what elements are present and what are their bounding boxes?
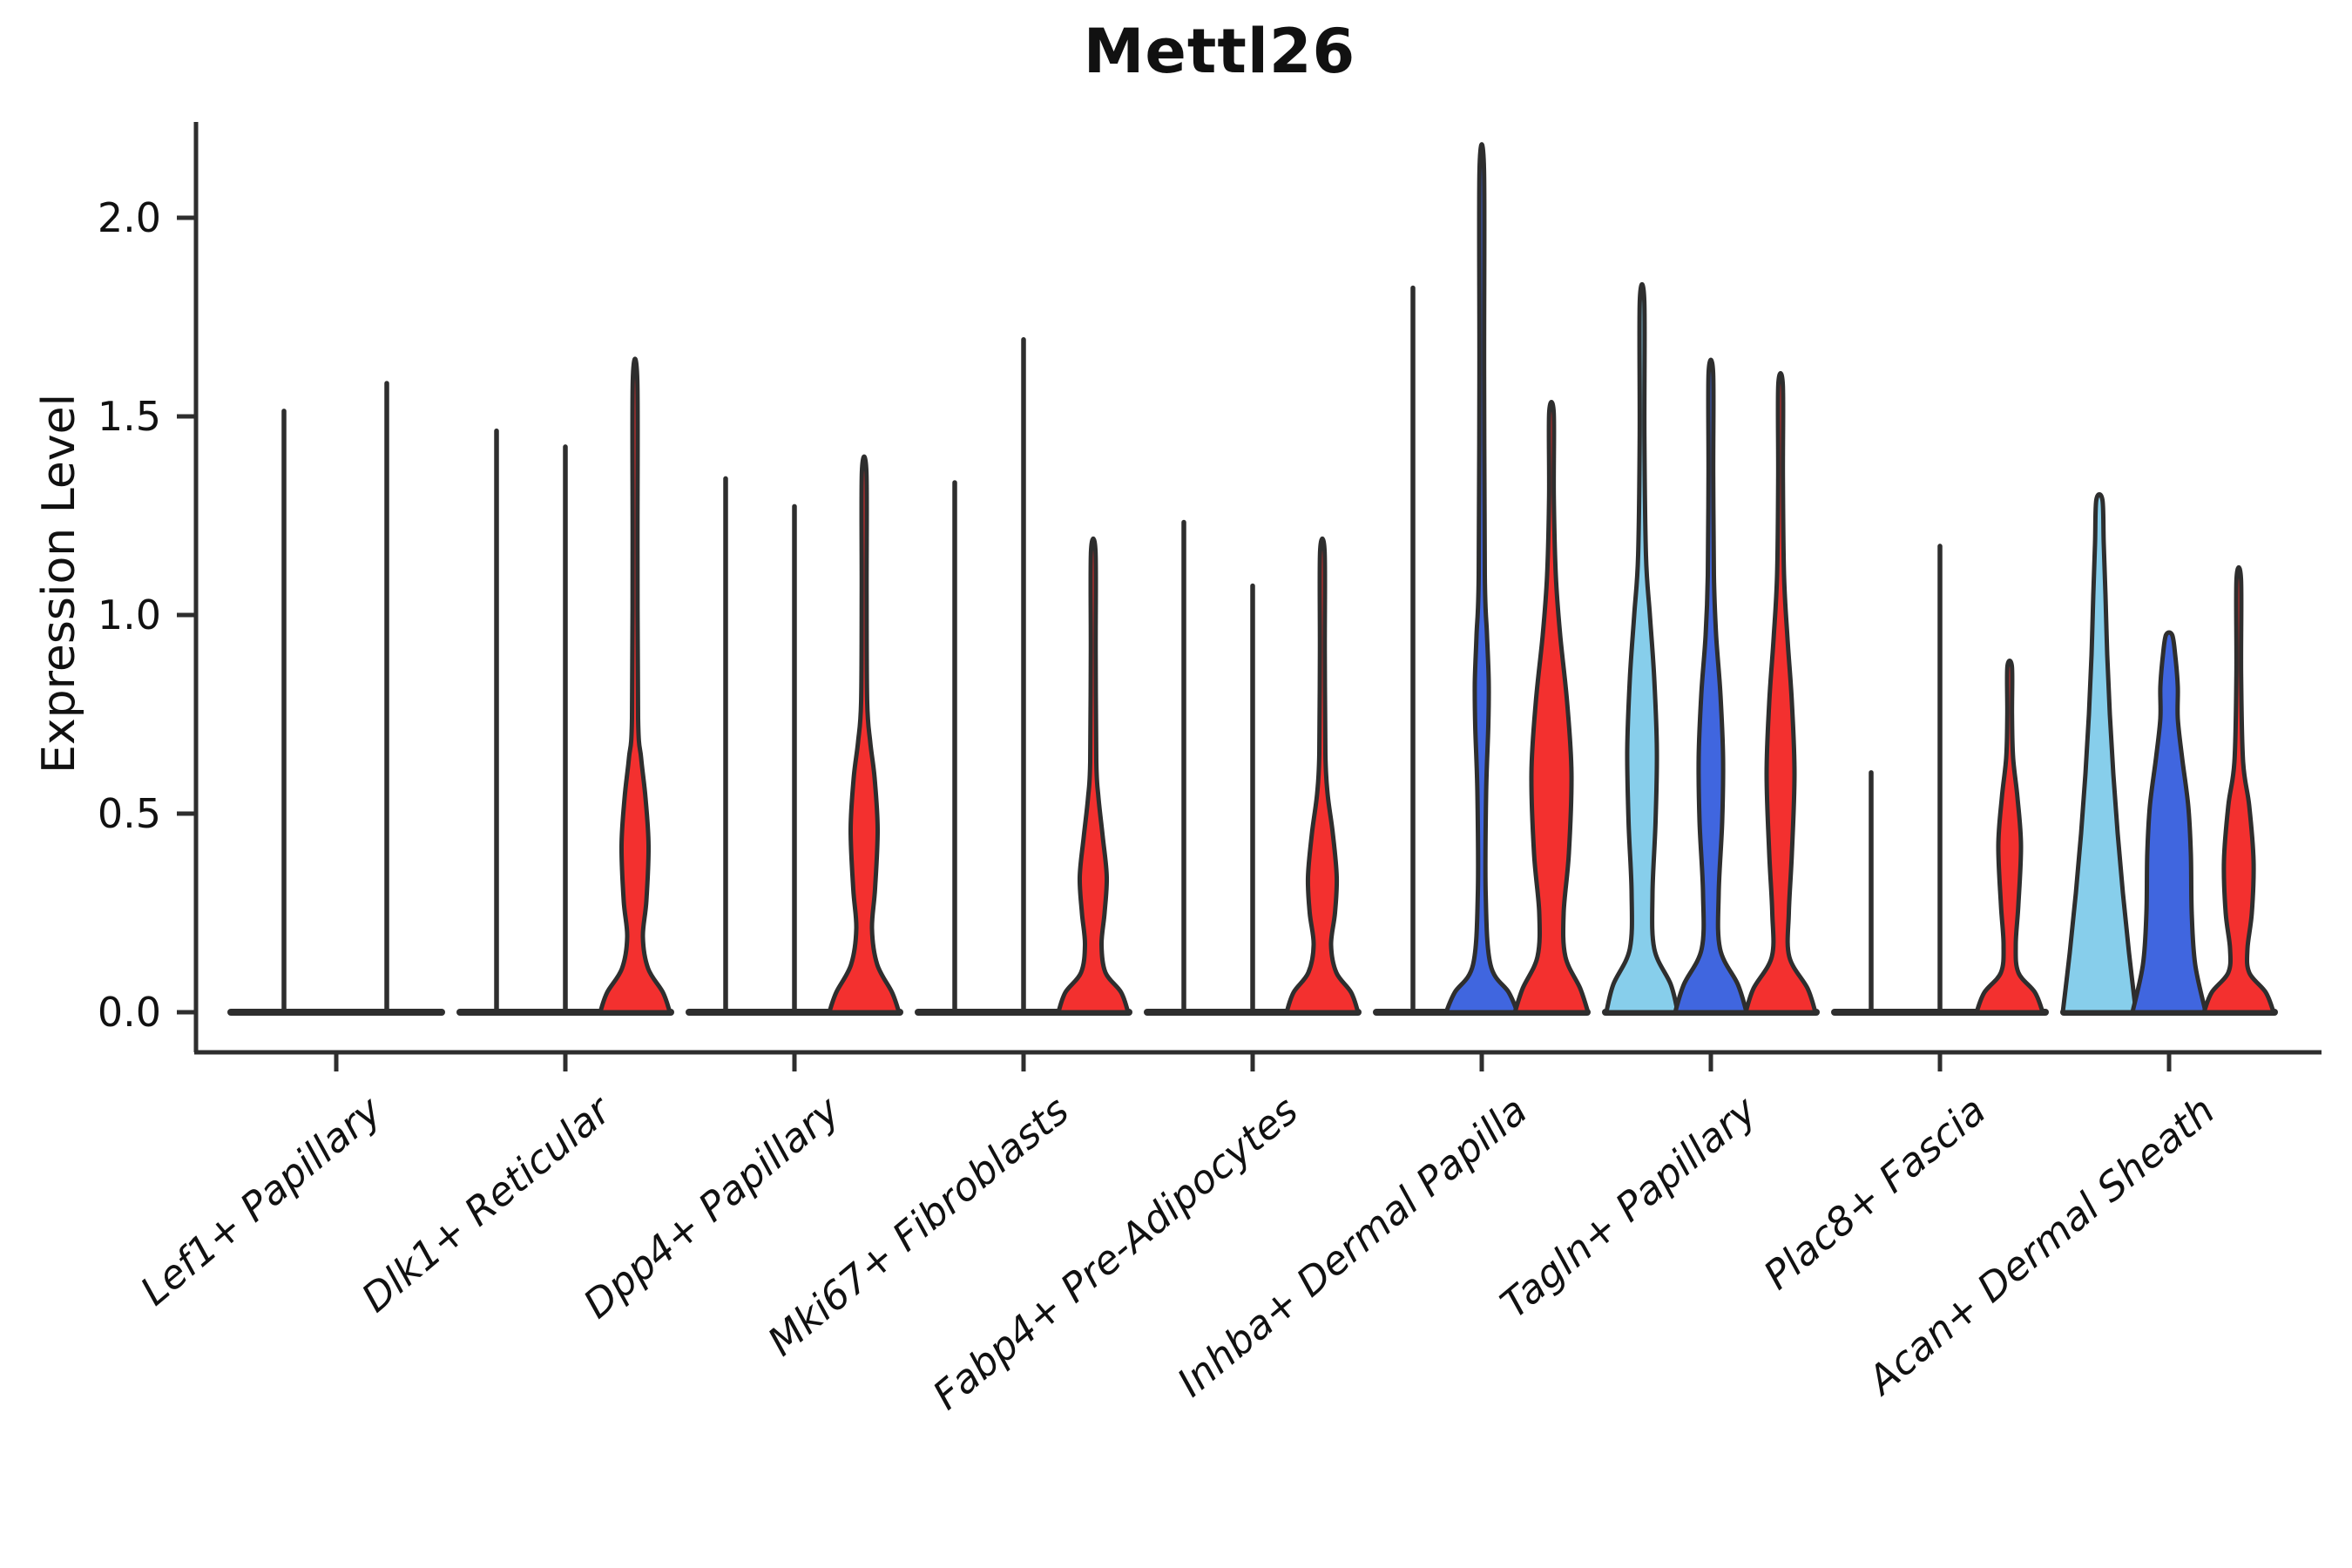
y-tick-label: 0.0 (98, 989, 161, 1036)
violin-red (1056, 536, 1131, 1015)
violin-red (1743, 370, 1818, 1015)
violin-royalblue (2130, 630, 2208, 1015)
y-tick-label: 2.0 (98, 194, 161, 241)
violin-red (1512, 399, 1591, 1015)
y-tick-label: 1.0 (98, 591, 161, 639)
violin-skyblue (2060, 492, 2139, 1015)
y-tick-label: 1.5 (98, 393, 161, 440)
violin-red (1284, 536, 1361, 1015)
violin-skyblue (1604, 281, 1680, 1015)
y-tick-label: 0.5 (98, 790, 161, 837)
violin-royalblue (1443, 142, 1520, 1015)
violin-red (1974, 658, 2045, 1015)
violin-red (598, 356, 672, 1015)
violin-red (827, 454, 902, 1015)
chart-title: Mettl26 (1083, 16, 1356, 87)
violin-red (2201, 564, 2276, 1015)
violin-royalblue (1673, 357, 1749, 1015)
